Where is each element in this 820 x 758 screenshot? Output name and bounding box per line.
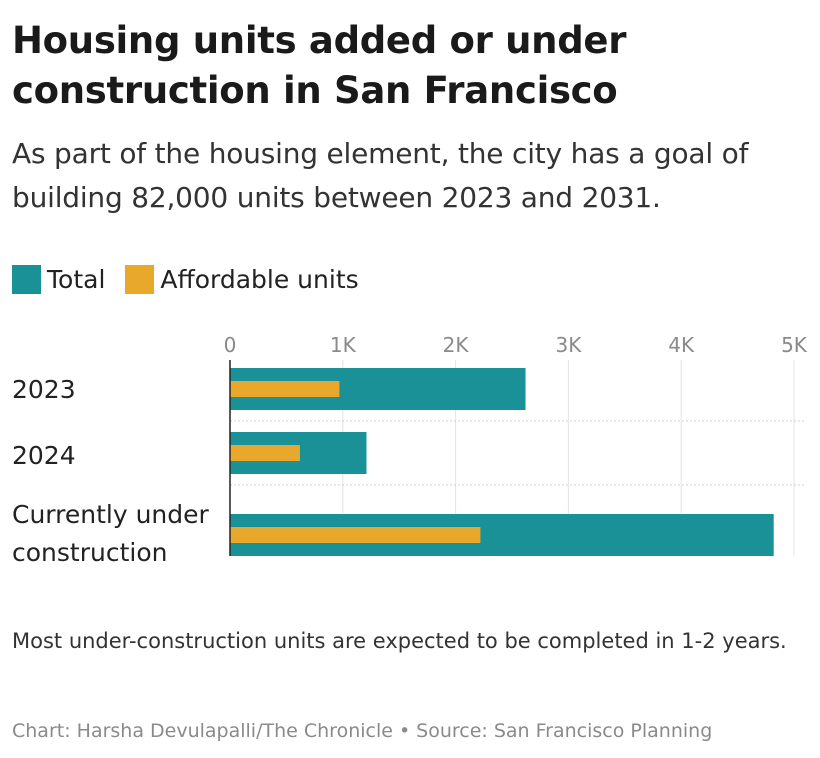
category-label: construction: [12, 538, 167, 567]
chart-note: Most under-construction units are expect…: [12, 629, 787, 653]
x-tick-label: 4K: [668, 333, 695, 357]
bar-chart: 0 1K 2K 3K 4K 5K 2023 2024 Currently under constr…: [12, 333, 808, 567]
legend-label-total: Total: [47, 264, 106, 294]
x-tick-label: 5K: [781, 333, 808, 357]
x-tick-label: 1K: [330, 333, 357, 357]
bar-affordable: [230, 445, 300, 461]
category-label: Currently under: [12, 500, 210, 529]
category-label: 2024: [12, 441, 76, 470]
legend-item-total: Total: [12, 264, 106, 294]
legend: Total Affordable units: [12, 262, 379, 296]
bar-affordable: [230, 381, 340, 397]
credit-source: Source: San Francisco Planning: [416, 720, 713, 742]
bar-affordable: [230, 527, 481, 543]
credit-chart: Chart: Harsha Devulapalli/The Chronicle: [12, 720, 393, 742]
x-tick-label: 2K: [443, 333, 470, 357]
category-label: 2023: [12, 375, 76, 404]
chart-subtitle: As part of the housing element, the city…: [12, 137, 749, 214]
legend-swatch-total: [12, 264, 41, 294]
chart-title: Housing units added or under constructio…: [12, 19, 627, 112]
legend-swatch-affordable: [125, 264, 155, 294]
legend-item-affordable: Affordable units: [125, 264, 359, 294]
x-tick-label: 0: [224, 333, 237, 357]
x-tick-label: 3K: [555, 333, 582, 357]
legend-label-affordable: Affordable units: [160, 264, 359, 294]
chart-credit: Chart: Harsha Devulapalli/The Chronicle •…: [12, 716, 802, 746]
credit-separator: •: [398, 720, 411, 742]
